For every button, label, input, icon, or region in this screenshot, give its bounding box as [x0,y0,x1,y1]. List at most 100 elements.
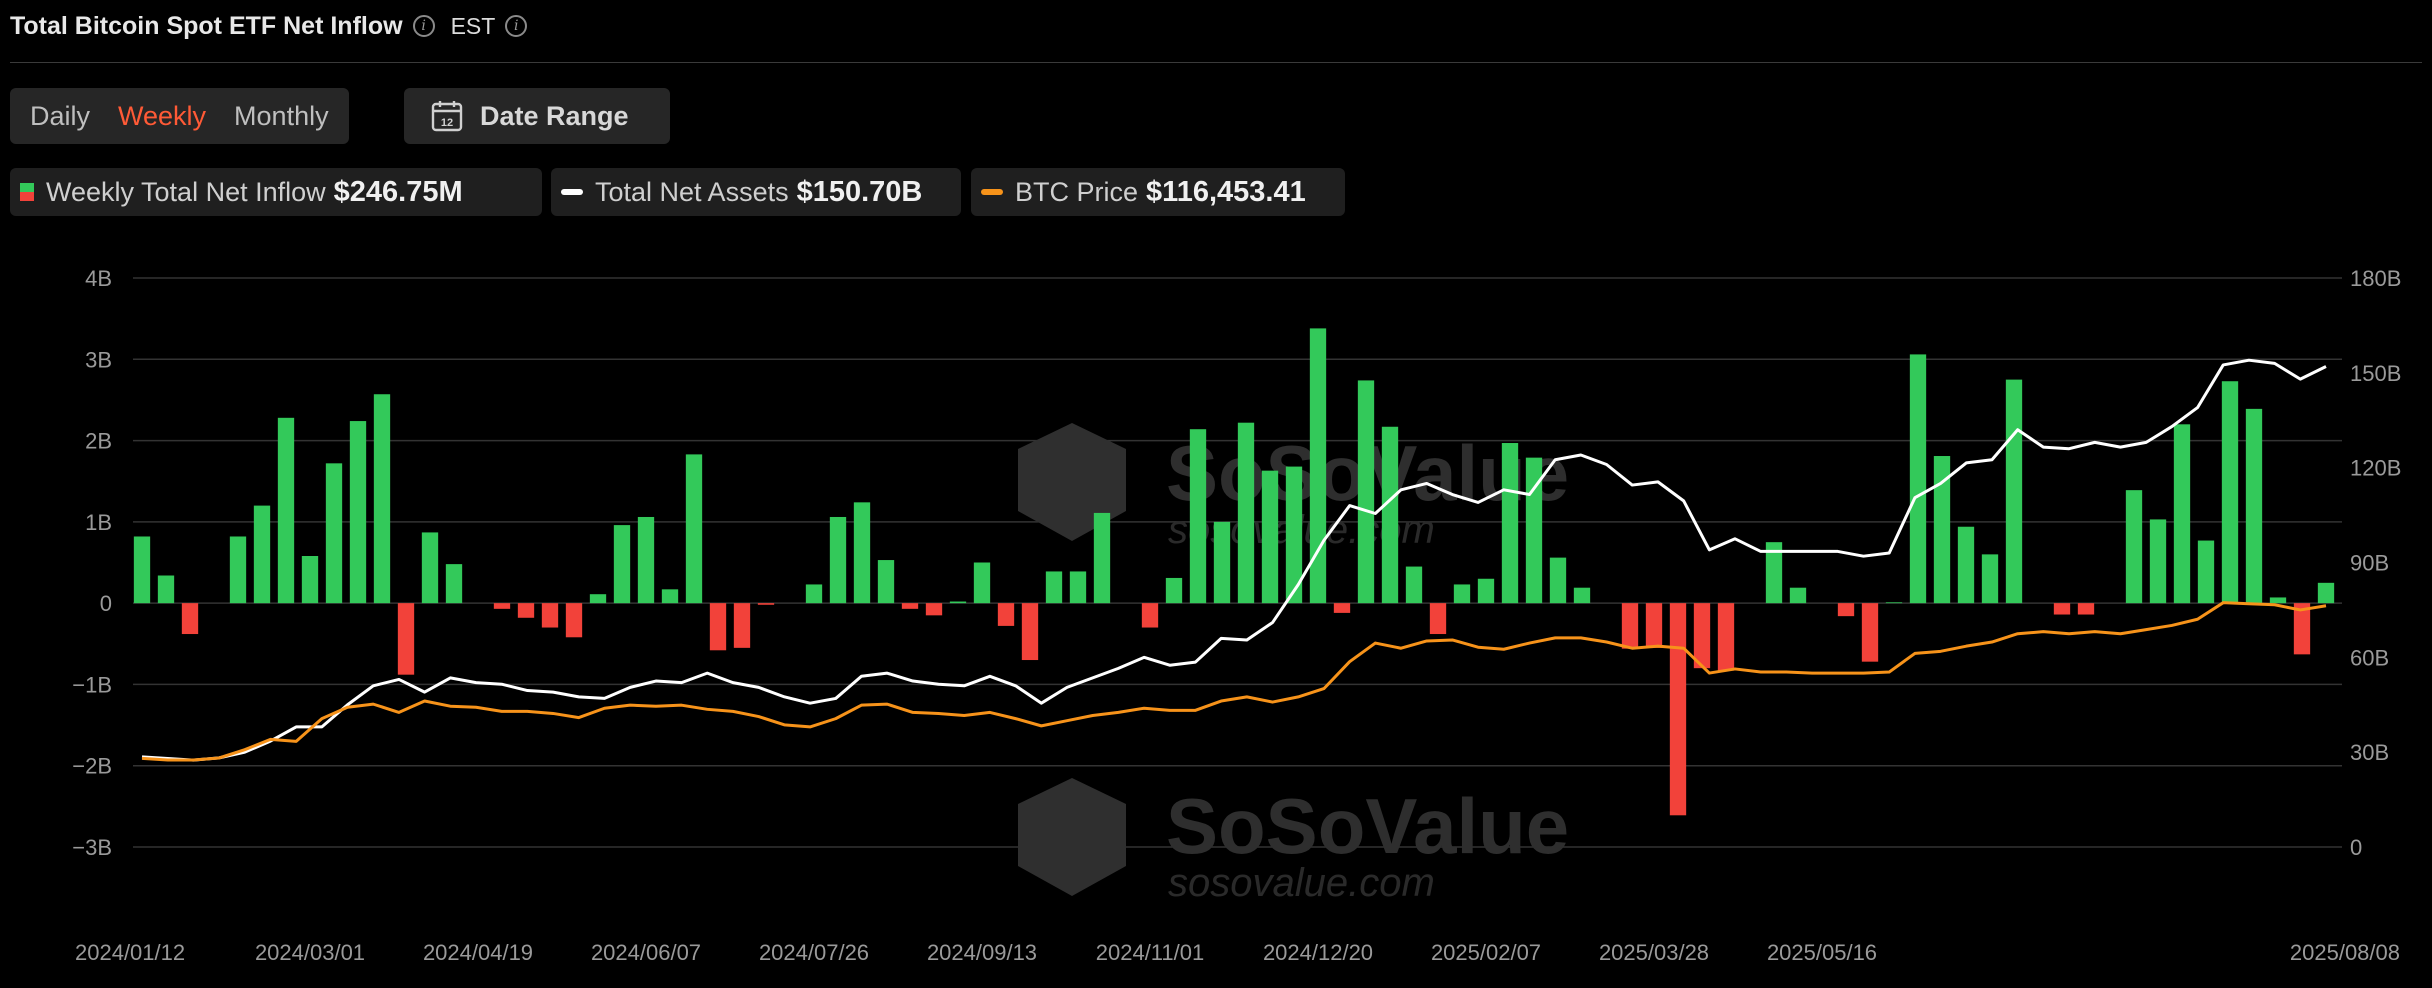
net-inflow-bar [253,505,271,604]
x-tick-label: 2024/03/01 [255,940,365,965]
net-inflow-bar [325,463,343,604]
net-inflow-bar [1573,587,1591,604]
y-right-tick-label: 90B [2350,551,2389,576]
net-inflow-bar [2245,408,2263,604]
watermark-url: sosovalue.com [1168,861,1435,905]
page-title: Total Bitcoin Spot ETF Net Inflow [10,11,403,40]
net-inflow-bar [733,603,751,648]
legend-label: Total Net Assets [595,176,789,207]
x-tick-label: 2025/03/28 [1599,940,1709,965]
net-inflow-bar [2053,603,2071,615]
net-inflow-bar [1069,571,1087,604]
period-selector: Daily Weekly Monthly [10,88,349,144]
line-series [141,358,2327,762]
net-inflow-bar [589,594,607,604]
net-inflow-bar [1405,566,1423,604]
net-inflow-bar [421,532,439,604]
net-inflow-bar [901,603,919,609]
net-inflow-bar [2077,603,2095,615]
timezone-info-icon[interactable]: i [505,15,528,37]
net-inflow-bar [973,562,991,604]
net-inflow-bar [613,525,631,604]
net-inflow-bar [181,603,199,635]
net-inflow-bar [877,560,895,604]
net-inflow-bar [157,575,175,604]
net-inflow-bar [493,603,511,609]
net-inflow-bar [1333,603,1351,613]
net-inflow-bar [565,603,583,638]
net-inflow-bar [1621,603,1639,649]
net-inflow-bar [1045,571,1063,604]
tab-monthly[interactable]: Monthly [234,100,329,131]
net-inflow-bar [2293,603,2311,655]
x-tick-label: 2024/11/01 [1096,940,1204,965]
legend-btc-price[interactable]: BTC Price $116,453.41 [971,168,1345,216]
x-tick-label: 2025/05/16 [1767,940,1877,965]
watermark-logo-icon [1018,423,1126,541]
tab-daily[interactable]: Daily [30,100,91,131]
legend-total-net-assets[interactable]: Total Net Assets $150.70B [551,168,961,216]
net-inflow-bar [1837,603,1855,617]
net-inflow-bar [1957,526,1975,604]
net-inflow-bar [853,502,871,604]
grid-lines [133,277,2342,848]
net-inflow-bar [1237,422,1255,604]
bar-swatch-icon [20,183,34,201]
date-range-label: Date Range [480,100,629,131]
net-inflow-bar [1021,603,1039,661]
legend-value: $116,453.41 [1146,175,1306,208]
net-inflow-bar [2149,519,2167,604]
net-inflow-bar [1861,603,1879,662]
net-inflow-bar [2125,490,2143,604]
svg-text:12: 12 [441,117,453,129]
x-tick-label: 2024/07/26 [759,940,869,965]
watermark-logo-icon [1018,778,1126,896]
net-inflow-bar [1717,603,1735,671]
net-inflow-bar [757,603,775,605]
x-tick-label: 2025/02/07 [1431,940,1541,965]
net-inflow-bar [1453,584,1471,604]
net-inflow-bar [685,454,703,604]
legend-value: $150.70B [796,175,923,208]
tab-weekly[interactable]: Weekly [118,100,207,131]
calendar-icon: 12 [431,101,463,132]
y-right-tick-label: 150B [2350,361,2401,386]
y-left-tick-label: −3B [72,835,112,860]
net-inflow-bar [1189,429,1207,604]
y-right-tick-label: 60B [2350,645,2389,670]
net-inflow-bar [229,536,247,604]
y-left-tick-label: 1B [85,510,112,535]
net-inflow-bar [637,516,655,604]
y-right-tick-label: 0 [2350,835,2362,860]
net-inflow-bar [1645,603,1663,648]
net-inflow-bar [1981,554,1999,604]
net-inflow-bar [445,564,463,604]
legend-net-inflow[interactable]: Weekly Total Net Inflow $246.75M [10,168,542,216]
net-inflow-bar [301,555,319,604]
axis-labels: 4B 3B 2B 1B 0 −1B −2B −3B 180B 150B 120B 90B 60B 30B 0… [72,266,2401,965]
title-row: Total Bitcoin Spot ETF Net Inflow i EST … [10,8,528,44]
legend-value: $246.75M [333,175,463,208]
btc-price-line [141,601,2327,762]
net-inflow-bar [2005,379,2023,604]
info-icon[interactable]: i [412,15,435,37]
total-net-assets-line [141,358,2327,762]
net-inflow-bar [1141,603,1159,628]
net-inflow-bar [1501,443,1519,604]
date-range-button[interactable]: 12 Date Range [404,88,670,144]
watermark-bottom: SoSoValue sosovalue.com [1018,778,1569,905]
header-divider [10,62,2422,63]
net-inflow-chart[interactable]: SoSoValue sosovalue.com SoSoValue sosova… [0,250,2432,988]
y-right-tick-label: 180B [2350,266,2401,291]
net-inflow-bar [1285,466,1303,604]
watermark-brand: SoSoValue [1166,782,1569,870]
net-inflow-bar [1669,603,1687,816]
net-inflow-bar [517,603,535,618]
net-inflow-bar [1477,578,1495,604]
x-tick-label: 2025/08/08 [2290,940,2400,965]
y-left-tick-label: 2B [85,429,112,454]
line-swatch-icon [561,189,583,195]
net-inflow-bar [1909,354,1927,604]
legend-label: BTC Price [1015,176,1139,207]
net-inflow-bar [949,601,967,604]
